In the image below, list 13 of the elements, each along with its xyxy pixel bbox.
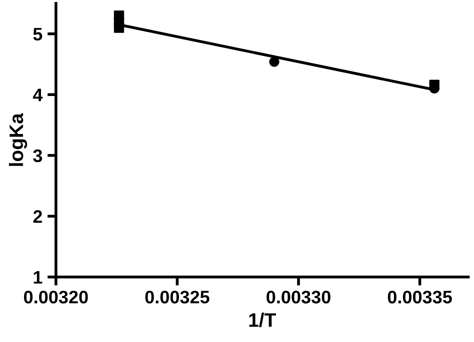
x-tick-label: 0.00320 — [24, 290, 88, 304]
point — [114, 22, 124, 33]
y-tick-label: 1 — [34, 271, 42, 284]
point — [269, 56, 280, 67]
y-tick-label: 5 — [33, 28, 42, 41]
y-tick-label: 2 — [33, 210, 42, 223]
x-tick-label: 0.00335 — [388, 290, 452, 304]
x-axis-title: 1/T — [249, 312, 276, 328]
y-tick-label: 3 — [33, 149, 42, 162]
y-axis-title: logKa — [8, 113, 28, 166]
y-tick-label: 4 — [32, 88, 43, 102]
x-tick-label: 0.00330 — [266, 290, 330, 304]
x-tick-label: 0.00325 — [145, 290, 210, 304]
